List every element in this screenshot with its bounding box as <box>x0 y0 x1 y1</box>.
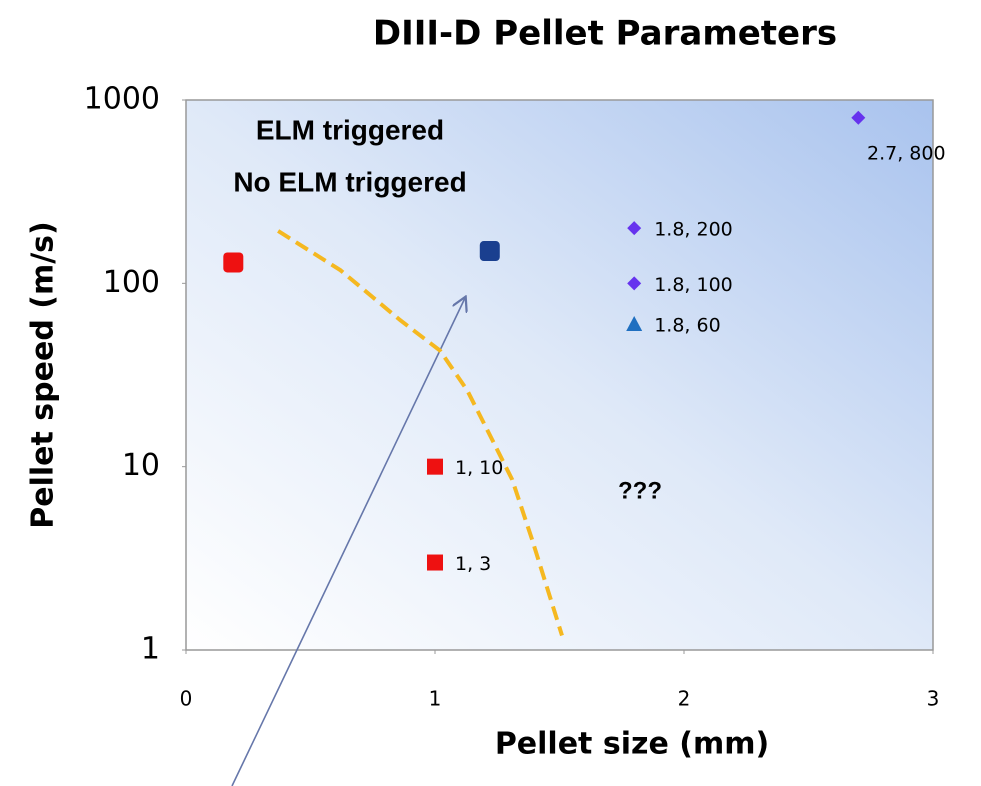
y-tick-label: 1000 <box>84 82 160 117</box>
x-axis-label: Pellet size (mm) <box>495 727 769 762</box>
y-tick-label: 10 <box>122 448 160 483</box>
data-label: 1.8, 200 <box>654 219 733 241</box>
data-label: 1.8, 100 <box>654 274 733 296</box>
chart-title: DIII-D Pellet Parameters <box>373 14 837 54</box>
y-axis-label: Pellet speed (m/s) <box>26 221 61 528</box>
annotation: ELM triggered <box>256 114 444 145</box>
point <box>427 554 443 571</box>
x-tick-label: 0 <box>180 687 193 711</box>
data-label: 2.7, 800 <box>867 142 946 164</box>
data-label: 1.8, 60 <box>654 315 720 337</box>
boundary-curve <box>277 229 564 637</box>
x-tick-label: 3 <box>927 687 940 711</box>
annotation: ??? <box>618 477 662 504</box>
annotation: No ELM triggered <box>233 166 466 197</box>
point <box>223 252 244 273</box>
plot-area <box>185 99 934 651</box>
data-label: 1, 10 <box>455 457 503 479</box>
data-label: 1, 3 <box>455 553 491 575</box>
arrow <box>231 298 465 786</box>
point <box>627 276 642 291</box>
point <box>479 241 500 262</box>
point <box>626 316 643 332</box>
y-tick-label: 100 <box>103 265 160 300</box>
point <box>427 458 443 475</box>
y-tick-label: 1 <box>141 632 160 667</box>
point <box>627 221 642 236</box>
x-tick-label: 2 <box>678 687 691 711</box>
x-tick-label: 1 <box>429 687 442 711</box>
point <box>851 110 866 125</box>
